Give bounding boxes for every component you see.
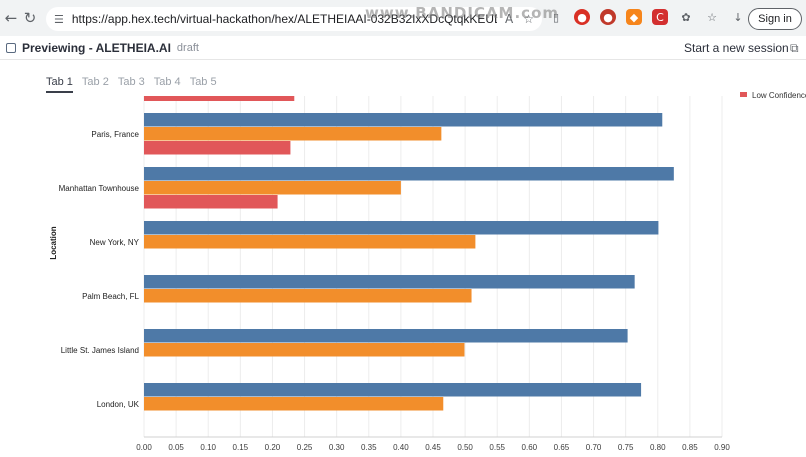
start-new-session-button[interactable]: Start a new session bbox=[684, 41, 789, 55]
extension-red-badge-icon[interactable]: ● bbox=[574, 9, 590, 25]
x-tick-label: 0.65 bbox=[554, 443, 570, 452]
x-tick-label: 0.70 bbox=[586, 443, 602, 452]
x-tick-label: 0.10 bbox=[200, 443, 216, 452]
bar bbox=[144, 221, 659, 235]
bar bbox=[144, 195, 278, 209]
x-tick-label: 0.20 bbox=[265, 443, 281, 452]
extensions-row: ▯ ● ● ◆ C ✿ ☆ ↓ bbox=[548, 9, 746, 25]
tab-2[interactable]: Tab 2 bbox=[81, 76, 109, 88]
x-tick-label: 0.45 bbox=[425, 443, 441, 452]
x-tick-label: 0.00 bbox=[136, 443, 152, 452]
tab-5[interactable]: Tab 5 bbox=[189, 76, 217, 88]
y-axis-title: Location bbox=[49, 226, 58, 259]
app-header: Previewing - ALETHEIA.AI draft Start a n… bbox=[0, 36, 806, 60]
phone-icon[interactable]: ▯ bbox=[552, 10, 560, 24]
bar bbox=[144, 343, 465, 357]
x-tick-label: 0.05 bbox=[168, 443, 184, 452]
category-label: London, UK bbox=[97, 400, 140, 409]
x-tick-label: 0.50 bbox=[457, 443, 473, 452]
bar bbox=[144, 397, 444, 411]
chart-legend: Low Confidence bbox=[740, 91, 806, 100]
x-tick-label: 0.90 bbox=[714, 443, 730, 452]
category-label: New York, NY bbox=[90, 238, 140, 247]
url-text: https://app.hex.tech/virtual-hackathon/h… bbox=[71, 12, 497, 26]
x-tick-label: 0.60 bbox=[522, 443, 538, 452]
x-tick-label: 0.80 bbox=[650, 443, 666, 452]
tab-bar: Tab 1 Tab 2 Tab 3 Tab 4 Tab 5 bbox=[46, 76, 217, 93]
draft-badge: draft bbox=[176, 41, 199, 54]
bookmark-star-icon[interactable]: ☆ bbox=[523, 12, 534, 26]
bar bbox=[144, 113, 663, 127]
extension-tomato-icon[interactable]: ● bbox=[600, 9, 616, 25]
address-bar[interactable]: ☰ https://app.hex.tech/virtual-hackathon… bbox=[46, 7, 542, 31]
x-tick-label: 0.55 bbox=[489, 443, 505, 452]
legend-swatch bbox=[740, 92, 747, 97]
chart-labels: 0.00 0.05 0.10 0.15 0.20 0.25 0.30 0.35 0.40 0.45… bbox=[49, 130, 730, 452]
tab-3[interactable]: Tab 3 bbox=[117, 76, 145, 88]
favorites-icon[interactable]: ☆ bbox=[707, 10, 717, 24]
puzzle-extensions-icon[interactable]: ✿ bbox=[681, 10, 691, 24]
site-settings-icon[interactable]: ☰ bbox=[54, 12, 64, 26]
bar bbox=[144, 289, 472, 303]
category-label: Manhattan Townhouse bbox=[59, 184, 140, 193]
bar bbox=[144, 141, 291, 155]
bar bbox=[144, 275, 635, 289]
bar bbox=[144, 235, 476, 249]
x-tick-label: 0.85 bbox=[682, 443, 698, 452]
translate-icon[interactable]: A bbox=[505, 12, 514, 26]
x-tick-label: 0.25 bbox=[297, 443, 313, 452]
bar-partial bbox=[144, 96, 295, 101]
tab-1[interactable]: Tab 1 bbox=[46, 76, 73, 93]
tab-4[interactable]: Tab 4 bbox=[153, 76, 181, 88]
bar bbox=[144, 383, 642, 397]
bar bbox=[144, 181, 401, 195]
category-label: Little St. James Island bbox=[61, 346, 139, 355]
x-tick-label: 0.15 bbox=[233, 443, 249, 452]
reload-icon[interactable]: ↻ bbox=[23, 9, 37, 27]
legend-label: Low Confidence bbox=[752, 91, 806, 100]
location-bar-chart: 0.00 0.05 0.10 0.15 0.20 0.25 0.30 0.35 0.40 0.45… bbox=[49, 91, 806, 452]
category-label: Palm Beach, FL bbox=[82, 292, 139, 301]
metamask-fox-icon[interactable]: ◆ bbox=[626, 9, 642, 25]
x-tick-label: 0.40 bbox=[393, 443, 409, 452]
browser-toolbar: ← ↻ ☰ https://app.hex.tech/virtual-hacka… bbox=[0, 0, 806, 36]
x-tick-label: 0.35 bbox=[361, 443, 377, 452]
bar bbox=[144, 127, 442, 141]
bar bbox=[144, 329, 628, 343]
back-icon[interactable]: ← bbox=[4, 9, 18, 27]
app-title: Previewing - ALETHEIA.AI bbox=[22, 40, 171, 55]
copy-icon[interactable]: ⧉ bbox=[790, 41, 799, 55]
x-tick-label: 0.75 bbox=[618, 443, 634, 452]
preview-icon bbox=[6, 42, 16, 53]
category-label: Paris, France bbox=[91, 130, 139, 139]
sign-in-button[interactable]: Sign in bbox=[748, 8, 802, 30]
download-icon[interactable]: ↓ bbox=[733, 10, 743, 24]
chart-bars bbox=[144, 96, 674, 411]
watermark-text: www.BANDICAM.com bbox=[365, 4, 560, 22]
x-tick-label: 0.30 bbox=[329, 443, 345, 452]
bar bbox=[144, 167, 674, 181]
extension-c-icon[interactable]: C bbox=[652, 9, 668, 25]
